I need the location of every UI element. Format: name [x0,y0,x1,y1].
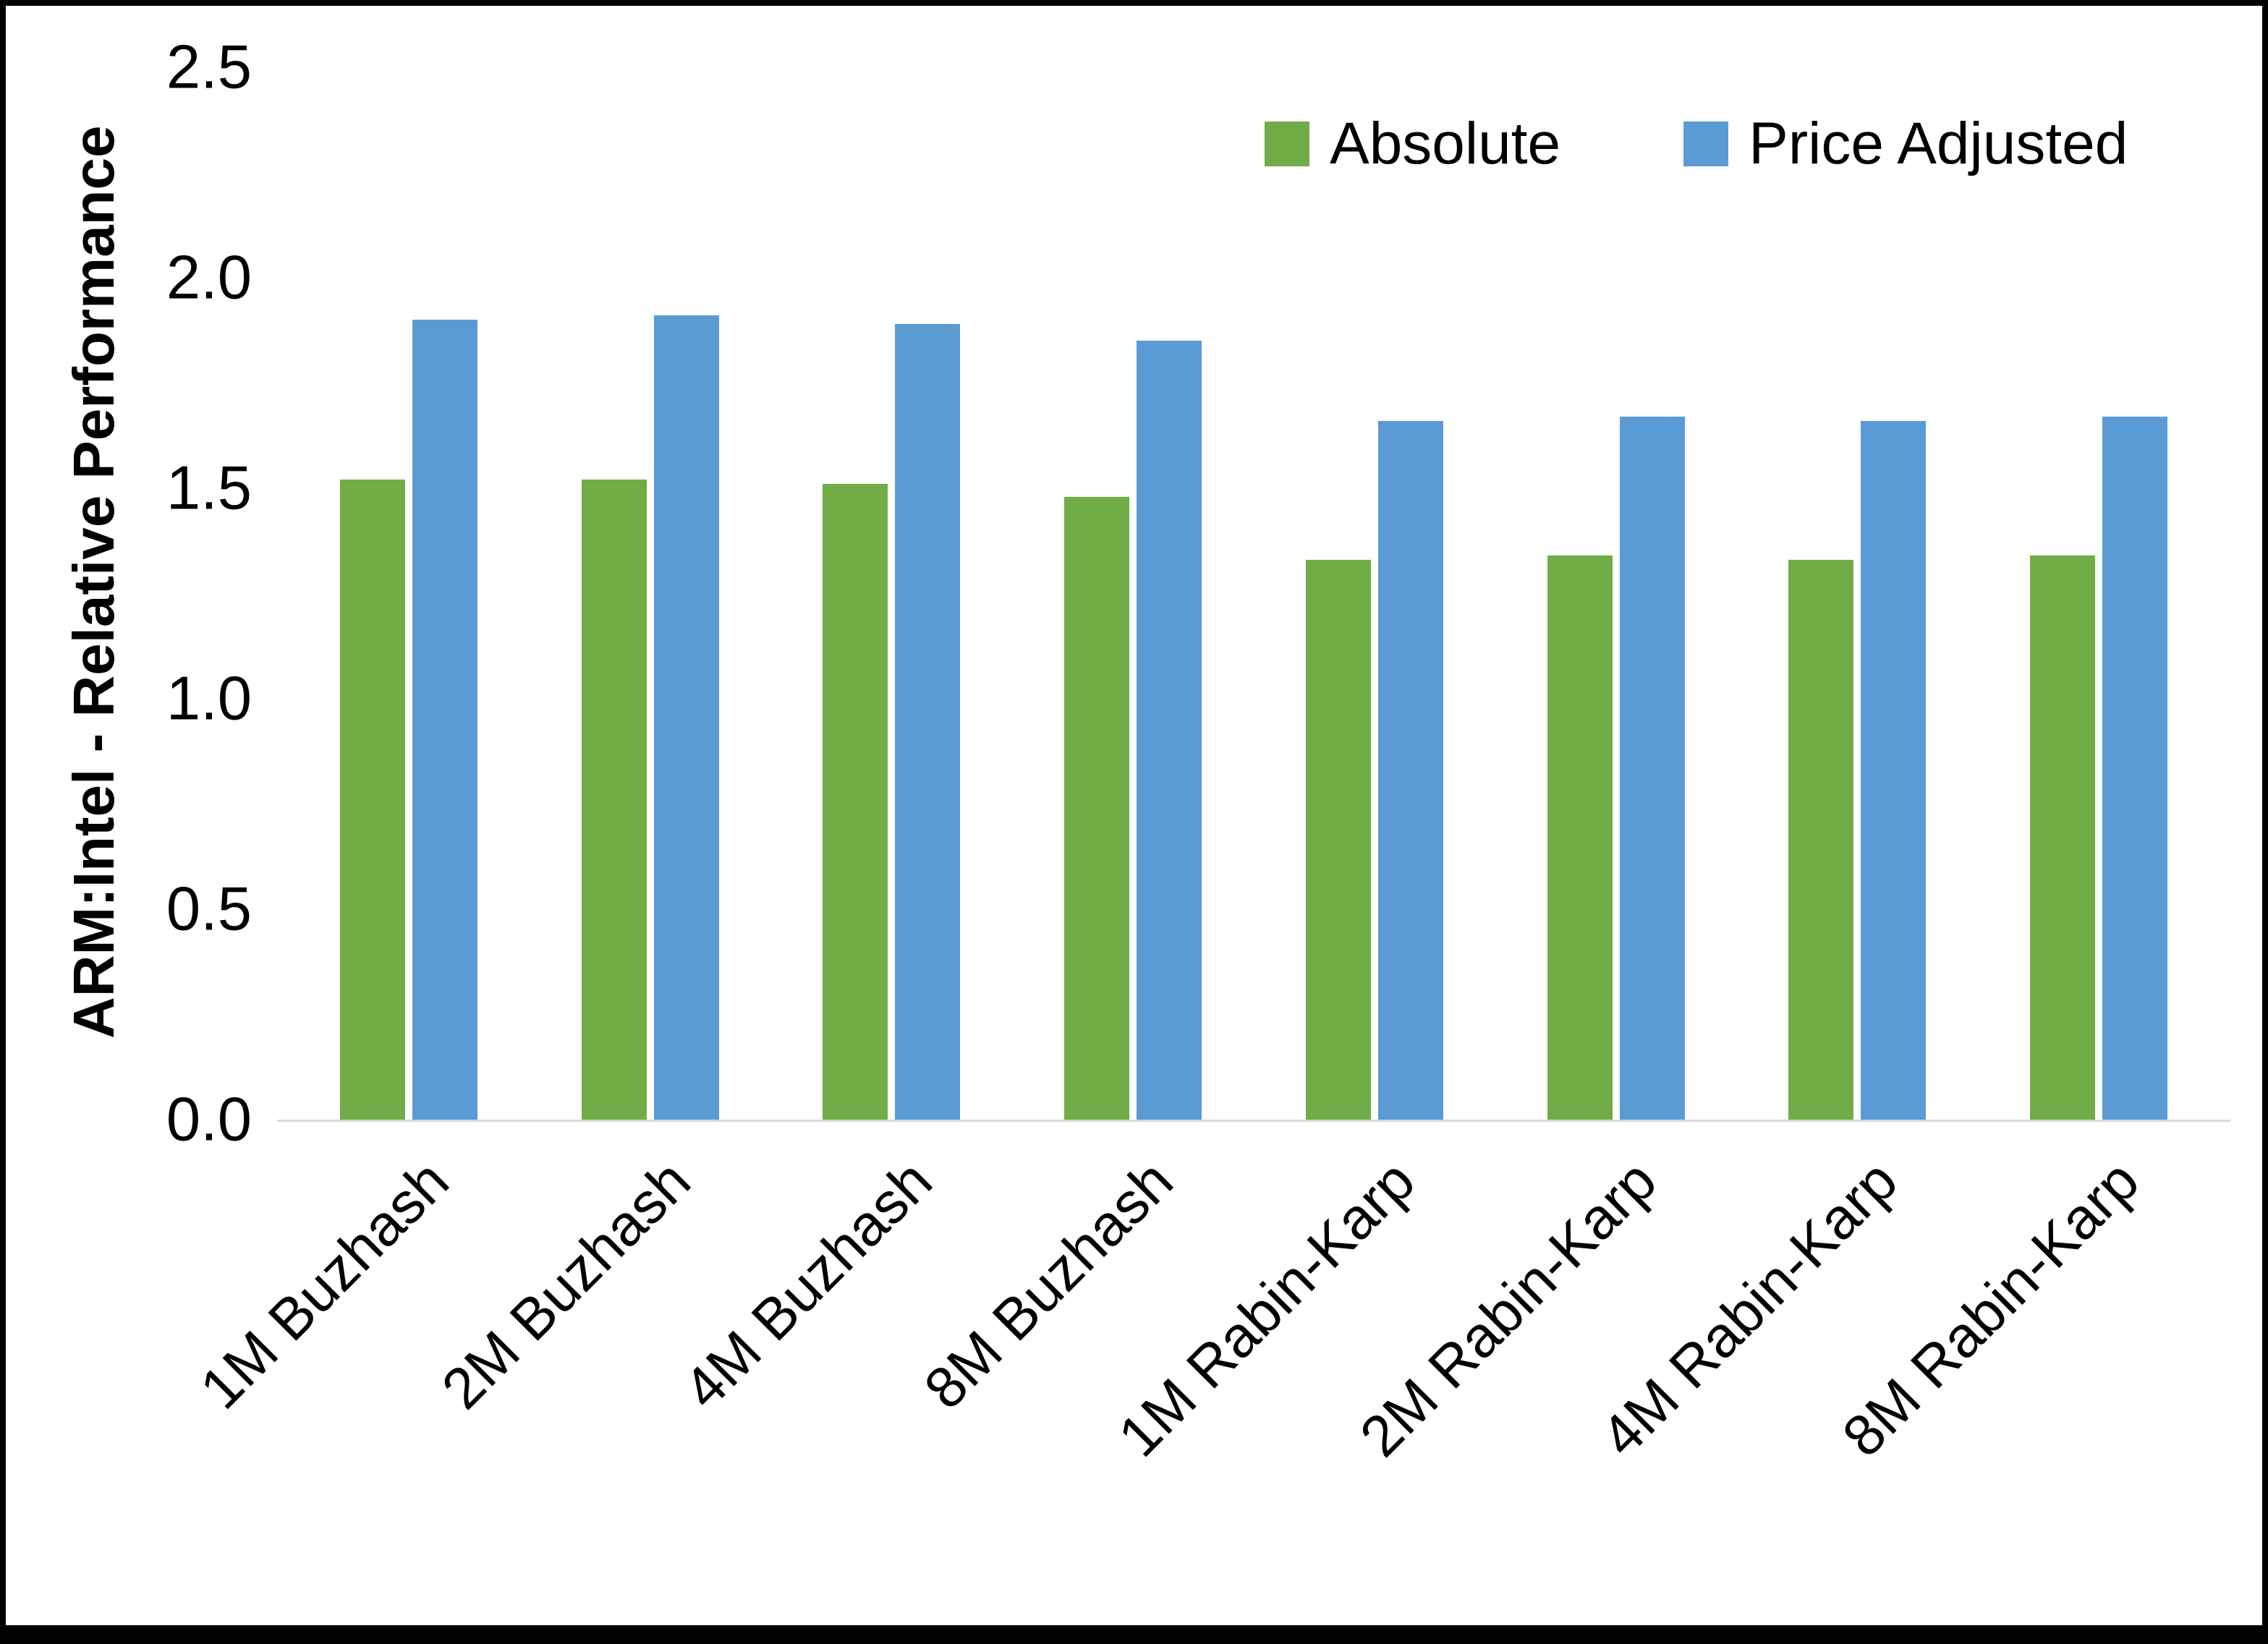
bar-price-adjusted [1861,421,1926,1120]
bar-absolute [2030,555,2095,1120]
legend-item-absolute: Absolute [1265,114,1560,174]
bar-price-adjusted [1620,417,1685,1120]
legend-swatch-price-adjusted [1683,122,1729,166]
legend: Absolute Price Adjusted [1265,114,2128,174]
bar-price-adjusted [2102,417,2167,1120]
legend-swatch-absolute [1265,122,1309,166]
y-tick-label: 2.5 [166,33,252,102]
legend-label-price-adjusted: Price Adjusted [1749,111,2128,176]
bar-absolute [340,480,405,1120]
bar-absolute [582,480,647,1120]
x-axis-line [277,1120,2230,1122]
bar-absolute [823,484,888,1120]
bar-price-adjusted [1378,421,1443,1120]
y-tick-label: 1.0 [166,664,252,733]
y-tick-label: 0.0 [166,1085,252,1154]
y-tick-label: 1.5 [166,453,252,523]
legend-item-price-adjusted: Price Adjusted [1683,114,2128,174]
bar-price-adjusted [654,315,719,1120]
y-tick-label: 2.0 [166,243,252,312]
bar-absolute [1788,560,1853,1120]
bar-absolute [1306,560,1371,1120]
x-axis-label: 1M Buzhash [187,1148,462,1421]
bar-absolute [1064,497,1129,1120]
legend-label-absolute: Absolute [1330,111,1561,176]
x-axis-label: 8M Buzhash [912,1148,1186,1421]
x-axis-label: 2M Buzhash [429,1148,702,1421]
x-axis-label: 4M Buzhash [671,1148,944,1421]
bar-absolute [1547,555,1613,1120]
bar-price-adjusted [895,324,960,1120]
bar-price-adjusted [412,320,477,1120]
bar-price-adjusted [1137,341,1202,1120]
y-tick-label: 0.5 [166,874,252,944]
